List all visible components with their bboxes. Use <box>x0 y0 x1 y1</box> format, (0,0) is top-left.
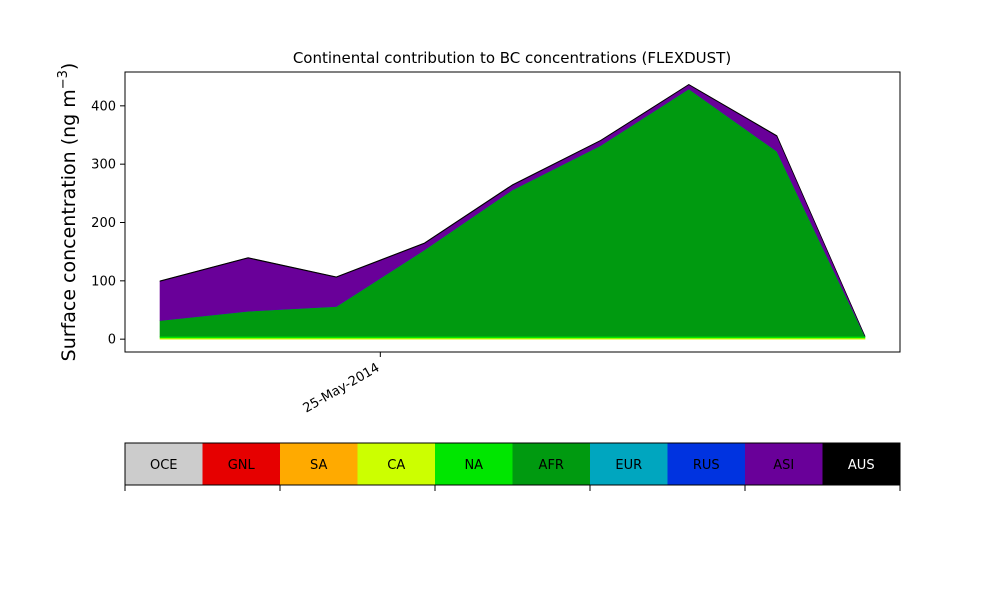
legend-swatch-sa <box>280 443 358 485</box>
plot-frame <box>124 71 901 353</box>
y-axis-label-main: Surface concentration (ng m <box>58 89 80 361</box>
legend-label-asi: ASI <box>773 458 794 473</box>
legend-swatch-aus <box>822 443 901 485</box>
legend-swatch-na <box>435 443 513 485</box>
legend-swatch-ca <box>357 443 436 485</box>
legend-label-oce: OCE <box>150 458 178 473</box>
legend-swatch-afr <box>512 443 591 485</box>
legend-label-rus: RUS <box>693 458 720 473</box>
stacked-areas <box>159 83 866 340</box>
legend-swatch-oce <box>125 443 203 485</box>
x-tick-label: 25-May-2014 <box>301 360 383 416</box>
y-axis-label-exponent: −3 <box>56 70 71 89</box>
y-tick-label: 200 <box>91 216 116 231</box>
legend-label-eur: EUR <box>615 458 642 473</box>
legend-label-afr: AFR <box>539 458 564 473</box>
chart-title: Continental contribution to BC concentra… <box>293 49 731 67</box>
y-axis-label-tail: ) <box>58 63 80 70</box>
area-aus <box>159 83 866 337</box>
x-axis: 25-May-2014 <box>301 352 383 416</box>
y-tick-label: 100 <box>91 274 116 289</box>
legend-label-sa: SA <box>310 458 327 473</box>
legend-swatch-asi <box>745 443 823 485</box>
y-tick-label: 300 <box>91 158 116 173</box>
y-tick-label: 0 <box>108 333 116 348</box>
legend-label-na: NA <box>464 458 483 473</box>
legend-swatch-gnl <box>202 443 281 485</box>
legend-colorbar: OCE GNL SA CA NA AFR EUR RUS ASI AUS <box>124 442 901 491</box>
legend-swatch-rus <box>667 443 746 485</box>
legend-label-gnl: GNL <box>228 458 256 473</box>
y-tick-label: 400 <box>91 99 116 114</box>
legend-swatch-eur <box>590 443 668 485</box>
legend-label-ca: CA <box>387 458 405 473</box>
y-axis-label: Surface concentration (ng m−3) <box>56 63 80 362</box>
legend-frame <box>124 442 901 486</box>
legend-label-aus: AUS <box>848 458 875 473</box>
y-axis: 0 100 200 300 400 <box>91 99 125 348</box>
